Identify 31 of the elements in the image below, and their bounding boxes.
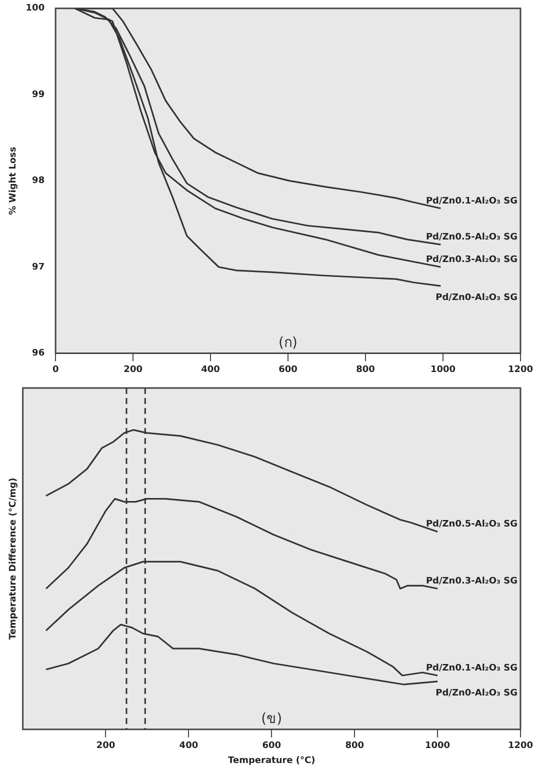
x-tick-label: 200 (124, 364, 142, 375)
series-label: Pd/Zn0.5-Al₂O₃ SG (426, 232, 518, 243)
y-axis-title: Temperature Difference (°C/mg) (8, 478, 19, 640)
annotation: (ข) (261, 711, 282, 728)
y-axis-title: % Wight Loss (8, 146, 19, 215)
y-tick-label: 100 (26, 4, 45, 14)
series-label: Pd/Zn0.3-Al₂O₃ SG (426, 576, 518, 587)
y-tick-label: 99 (32, 90, 45, 100)
x-tick-label: 1200 (508, 741, 534, 752)
y-tick-label: 96 (32, 348, 45, 359)
x-tick-label: 0 (52, 364, 59, 375)
series-label: Pd/Zn0.3-Al₂O₃ SG (426, 255, 518, 265)
x-tick-label: 600 (278, 364, 298, 375)
x-tick-label: 1000 (430, 364, 456, 375)
x-axis-title: Temperature (°C) (228, 756, 316, 766)
x-tick-label: 1000 (425, 741, 450, 752)
annotation: (ก) (278, 334, 298, 351)
x-tick-label: 400 (179, 741, 198, 752)
y-tick-label: 97 (32, 262, 45, 272)
series-label: Pd/Zn0-Al₂O₃ SG (436, 688, 518, 698)
series-label: Pd/Zn0-Al₂O₃ SG (436, 292, 518, 303)
series-label: Pd/Zn0.5-Al₂O₃ SG (426, 520, 518, 530)
x-tick-label: 800 (356, 364, 375, 375)
x-tick-label: 1200 (508, 364, 534, 375)
series-label: Pd/Zn0.1-Al₂O₃ SG (426, 663, 518, 674)
x-tick-label: 200 (96, 741, 116, 752)
y-tick-label: 98 (32, 176, 45, 186)
x-tick-label: 400 (201, 364, 220, 375)
x-tick-label: 800 (345, 741, 364, 752)
x-tick-label: 600 (262, 741, 282, 752)
series-label: Pd/Zn0.1-Al₂O₃ SG (426, 196, 518, 206)
